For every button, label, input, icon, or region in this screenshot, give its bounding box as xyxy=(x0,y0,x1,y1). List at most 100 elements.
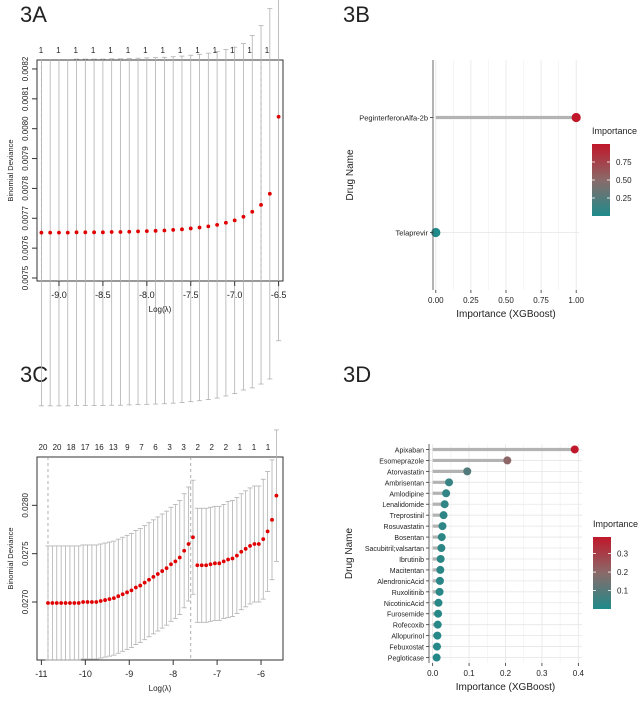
lollipop-dot xyxy=(433,620,442,629)
y-tick-label: 0.0080 xyxy=(21,116,30,141)
data-point xyxy=(226,557,230,562)
x-tick-label: -6 xyxy=(257,669,265,679)
lollipop-dot xyxy=(439,511,448,520)
panel-label-3c: 3C xyxy=(20,362,49,387)
drug-name-label: Rosuvastatin xyxy=(384,524,425,531)
data-point xyxy=(241,214,246,219)
y-axis-title: Drug Name xyxy=(345,149,356,201)
data-point xyxy=(107,597,112,601)
x-tick-label: -8.5 xyxy=(95,290,111,300)
x-tick-label: 0.1 xyxy=(464,669,476,678)
lollipop-dot xyxy=(503,456,512,465)
lollipop-dot xyxy=(432,653,441,662)
data-point xyxy=(265,529,270,534)
data-point xyxy=(180,227,184,232)
data-point xyxy=(92,230,97,235)
data-point xyxy=(177,555,182,560)
panel-label-3a: 3A xyxy=(20,2,47,27)
x-tick-label: 0.3 xyxy=(536,669,548,678)
drug-name-label: Esomeprazole xyxy=(379,458,424,465)
data-point xyxy=(270,517,274,522)
top-count-label: 1 xyxy=(238,443,243,452)
top-count-label: 1 xyxy=(195,46,200,55)
plot-frame xyxy=(36,456,284,661)
x-tick-label: -8.0 xyxy=(139,290,155,300)
legend-tick-label: 0.3 xyxy=(617,550,629,559)
top-count-label: 1 xyxy=(143,46,148,55)
legend-tick-label: 0.75 xyxy=(616,158,632,167)
x-tick-label: 0.25 xyxy=(463,296,479,305)
top-count-label: 1 xyxy=(126,46,131,55)
drug-name-label: Ambrisentan xyxy=(385,480,424,487)
data-point xyxy=(72,601,77,605)
top-count-label: 1 xyxy=(91,46,96,55)
x-axis-title: Importance (XGBoost) xyxy=(456,309,555,320)
legend-title: Importance xyxy=(592,126,637,136)
data-point xyxy=(206,224,211,229)
data-point xyxy=(129,588,134,593)
data-point xyxy=(230,556,235,561)
top-count-label: 20 xyxy=(53,443,62,452)
x-tick-label: 0.75 xyxy=(533,296,549,305)
top-count-label: 3 xyxy=(167,443,172,452)
data-point xyxy=(169,562,173,567)
legend-title: Importance xyxy=(593,519,638,529)
drug-name-label: Telaprevir xyxy=(395,229,428,238)
data-point xyxy=(215,222,220,227)
y-tick-label: 0.0270 xyxy=(21,589,30,614)
data-point xyxy=(136,229,140,234)
x-tick-label: 0.0 xyxy=(427,669,439,678)
x-tick-label: 1.00 xyxy=(568,296,584,305)
data-point xyxy=(217,561,222,566)
data-point xyxy=(153,228,158,233)
x-tick-label: 0.2 xyxy=(500,669,512,678)
top-count-label: 1 xyxy=(266,443,271,452)
top-count-label: 6 xyxy=(153,443,158,452)
y-tick-label: 0.0275 xyxy=(21,541,30,566)
x-tick-label: -7 xyxy=(213,669,221,679)
panel-label-3d: 3D xyxy=(343,362,372,387)
data-point xyxy=(213,561,217,566)
drug-name-label: Rofecoxib xyxy=(393,623,424,630)
top-count-label: 2 xyxy=(210,443,215,452)
data-point xyxy=(144,229,149,234)
top-count-label: 16 xyxy=(95,443,104,452)
y-tick-label: 0.0280 xyxy=(21,493,30,518)
data-point xyxy=(248,544,252,548)
top-count-label: 17 xyxy=(81,443,90,452)
legend-colorbar xyxy=(593,537,611,609)
data-point xyxy=(48,230,53,235)
y-tick-label: 0.0077 xyxy=(21,205,30,230)
lollipop-dot xyxy=(437,544,446,553)
data-point xyxy=(46,601,50,605)
data-point xyxy=(103,598,107,602)
data-point xyxy=(54,601,59,605)
lollipop-dot xyxy=(463,467,472,476)
lollipop-dot xyxy=(571,112,581,123)
data-point xyxy=(50,601,55,605)
lollipop-dot xyxy=(440,500,449,509)
top-count-label: 1 xyxy=(74,46,79,55)
top-count-label: 18 xyxy=(67,443,76,452)
data-point xyxy=(76,601,81,605)
drug-name-label: Ibrutinib xyxy=(399,557,424,564)
lollipop-dot xyxy=(431,227,441,238)
data-point xyxy=(147,577,151,582)
data-point xyxy=(223,220,228,225)
data-point xyxy=(261,537,266,542)
top-count-label: 1 xyxy=(247,46,252,55)
data-point xyxy=(232,218,237,223)
data-point xyxy=(57,230,61,235)
top-count-label: 1 xyxy=(39,46,44,55)
data-point xyxy=(186,542,191,546)
data-point xyxy=(195,563,200,568)
top-count-label: 1 xyxy=(252,443,257,452)
data-point xyxy=(63,601,68,605)
y-tick-label: 0.0078 xyxy=(21,176,30,201)
x-tick-label: -7.0 xyxy=(227,290,243,300)
y-tick-label: 0.0082 xyxy=(21,56,30,81)
drug-name-label: Ruxolitinib xyxy=(392,590,424,597)
data-point xyxy=(90,600,94,604)
drug-name-label: Pegloticase xyxy=(388,656,424,663)
